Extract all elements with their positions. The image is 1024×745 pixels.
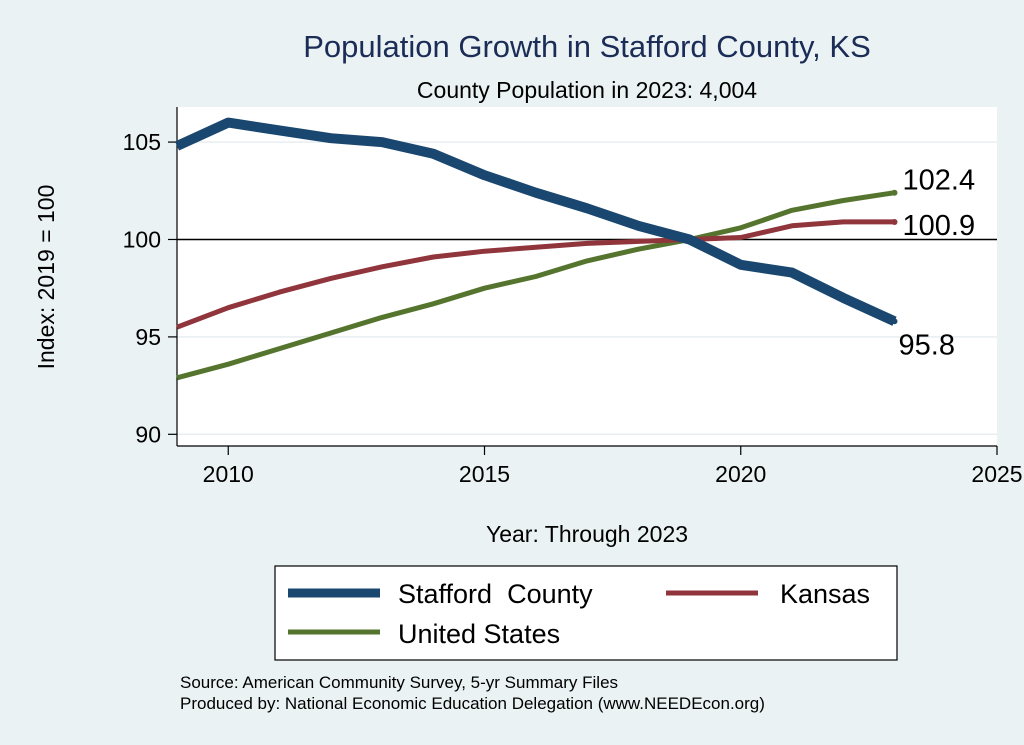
end-point-kansas [891,218,898,225]
x-tick-label: 2020 [715,461,766,487]
end-labels: 95.8 100.9 102.4 [899,165,976,362]
legend: Stafford County Kansas United States [274,565,898,661]
end-label-kansas: 100.9 [903,210,976,242]
end-label-stafford-county: 95.8 [899,329,955,361]
legend-box [274,565,898,661]
series-line-united-states [176,190,895,381]
end-label-united-states: 102.4 [903,165,976,197]
plot-area [177,107,997,446]
axes: 90 95 100 105 2010 2015 2020 2025 [123,107,1023,487]
chart-title: Population Growth in Stafford County, KS [303,29,871,64]
x-axis-title: Year: Through 2023 [486,521,688,547]
y-tick-label: 95 [135,324,161,350]
end-point-united-states [891,189,898,196]
series-line-stafford-county [174,117,897,326]
y-tick-label: 105 [123,129,161,155]
y-tick-label: 90 [135,421,161,447]
legend-label-united-states: United States [398,619,560,649]
end-point-stafford-county [891,318,898,325]
y-tick-label: 100 [123,226,161,252]
y-axis-title: Index: 2019 = 100 [33,185,59,370]
chart-subtitle: County Population in 2023: 4,004 [417,77,757,103]
series-lines [174,117,898,381]
producer-note: Produced by: National Economic Education… [180,694,765,713]
legend-label-kansas: Kansas [780,579,870,609]
source-note: Source: American Community Survey, 5-yr … [180,673,618,692]
x-tick-label: 2025 [971,461,1022,487]
legend-label-stafford-county: Stafford County [398,579,593,609]
x-tick-label: 2010 [203,461,254,487]
x-tick-label: 2015 [459,461,510,487]
series-line-kansas [176,219,895,330]
